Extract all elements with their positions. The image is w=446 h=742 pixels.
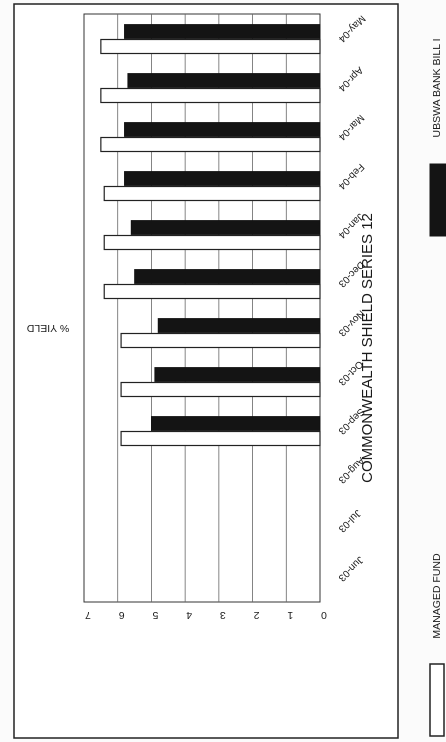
legend: MANAGED FUND UBSWA BANK BILL I [429, 38, 446, 737]
bar-ubswa-bank-bill [127, 73, 321, 88]
bar-managed-fund [100, 38, 321, 55]
legend-swatch-managed-fund [429, 663, 445, 737]
bar-managed-fund [100, 136, 321, 153]
y-tick-label: 7 [85, 609, 91, 621]
y-axis-label: % YIELD [26, 322, 69, 334]
bar-ubswa-bank-bill [124, 171, 321, 186]
y-tick-label: 2 [253, 609, 259, 621]
legend-label-ubswa-bank-bill: UBSWA BANK BILL I [431, 38, 443, 137]
y-tick-labels: 0 1 2 3 4 5 6 7 [85, 609, 327, 621]
bar-ubswa-bank-bill [134, 269, 321, 284]
y-tick-label: 0 [321, 609, 327, 621]
bar-managed-fund [100, 87, 321, 104]
bar-ubswa-bank-bill [124, 24, 321, 39]
bar-ubswa-bank-bill [157, 318, 321, 333]
bar-managed-fund [120, 332, 321, 349]
chart-title: COMMONWEALTH SHIELD SERIES 12 [359, 213, 376, 483]
plot-area [83, 13, 321, 603]
bar-managed-fund [120, 430, 321, 447]
y-tick-label: 3 [220, 609, 226, 621]
bar-managed-fund [120, 381, 321, 398]
legend-label-managed-fund: MANAGED FUND [431, 553, 443, 639]
gridlines [117, 14, 287, 602]
bar-ubswa-bank-bill [124, 122, 321, 137]
bars [100, 24, 321, 447]
legend-swatch-ubswa-bank-bill [429, 163, 446, 237]
bar-ubswa-bank-bill [151, 416, 321, 431]
y-tick-label: 4 [186, 609, 192, 621]
bar-managed-fund [103, 234, 321, 251]
bar-managed-fund [103, 283, 321, 300]
bar-ubswa-bank-bill [130, 220, 321, 235]
y-tick-label: 6 [119, 609, 125, 621]
y-tick-label: 1 [287, 609, 293, 621]
y-tick-label: 5 [152, 609, 158, 621]
bar-ubswa-bank-bill [154, 367, 321, 382]
bar-managed-fund [103, 185, 321, 202]
